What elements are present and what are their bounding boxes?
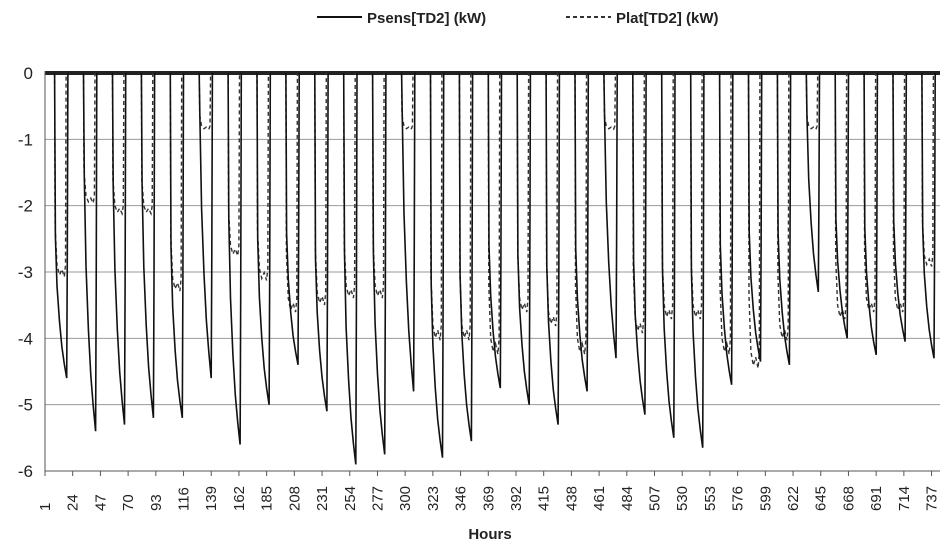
y-tick-label: -3 [18, 263, 33, 282]
legend: Psens[TD2] (kW) Plat[TD2] (kW) [317, 10, 719, 27]
x-tick-label: 300 [397, 486, 414, 511]
x-axis-title: Hours [468, 526, 511, 541]
y-tick-label: -4 [18, 329, 33, 348]
x-tick-label: 668 [840, 486, 857, 511]
y-tick-label: -6 [18, 462, 33, 481]
legend-label-psens: Psens[TD2] (kW) [367, 10, 486, 27]
x-tick-label: 438 [563, 486, 580, 511]
series-line-psens [53, 72, 936, 465]
x-tick-label: 461 [591, 486, 608, 511]
x-tick-label: 392 [508, 486, 525, 511]
x-tick-label: 24 [65, 494, 82, 511]
x-tick-label: 507 [647, 486, 664, 511]
legend-label-plat: Plat[TD2] (kW) [616, 10, 719, 27]
x-tick-label: 530 [674, 486, 691, 511]
x-tick-label: 323 [425, 486, 442, 511]
x-tick-label: 185 [259, 486, 276, 511]
x-tick-label: 47 [92, 494, 109, 511]
x-tick-label: 254 [342, 486, 359, 511]
x-tick-label: 714 [896, 486, 913, 511]
x-tick-label: 576 [730, 486, 747, 511]
x-tick-label: 599 [757, 486, 774, 511]
x-tick-label: 208 [286, 486, 303, 511]
x-tick-label: 369 [480, 486, 497, 511]
x-tick-label: 691 [868, 486, 885, 511]
x-tick-label: 553 [702, 486, 719, 511]
series [45, 71, 940, 465]
y-tick-label: -2 [18, 197, 33, 216]
axes [44, 71, 940, 472]
x-tick-label: 622 [785, 486, 802, 511]
x-axis-ticks: 1 24 47 70 93 116 139 162 185 208 231 254 277 300 323 3… [37, 471, 941, 511]
x-tick-label: 645 [813, 486, 830, 511]
x-tick-label: 346 [453, 486, 470, 511]
x-tick-label: 415 [536, 486, 553, 511]
y-tick-label: 0 [24, 64, 33, 83]
x-tick-label: 277 [369, 486, 386, 511]
y-axis-ticks: 0 -1 -2 -3 -4 -5 -6 [18, 64, 33, 481]
y-tick-label: -1 [18, 130, 33, 149]
x-tick-label: 116 [176, 487, 193, 511]
x-tick-label: 484 [619, 486, 636, 511]
y-tick-label: -5 [18, 396, 33, 415]
x-tick-label: 1 [37, 503, 54, 511]
grid [45, 72, 940, 472]
x-tick-label: 737 [924, 486, 941, 511]
x-tick-label: 139 [203, 486, 220, 511]
x-tick-label: 70 [120, 494, 137, 511]
x-tick-label: 162 [231, 486, 248, 511]
series-line-plat [53, 72, 935, 369]
x-tick-label: 93 [148, 494, 165, 511]
x-tick-label: 231 [314, 486, 331, 511]
